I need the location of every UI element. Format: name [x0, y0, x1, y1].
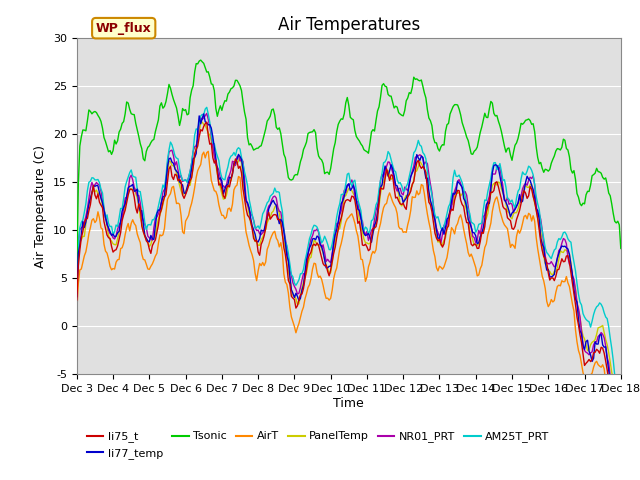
- Title: Air Temperatures: Air Temperatures: [278, 16, 420, 34]
- Y-axis label: Air Temperature (C): Air Temperature (C): [35, 145, 47, 268]
- X-axis label: Time: Time: [333, 397, 364, 410]
- Text: WP_flux: WP_flux: [96, 22, 152, 35]
- Legend: li75_t, li77_temp, Tsonic, AirT, PanelTemp, NR01_PRT, AM25T_PRT: li75_t, li77_temp, Tsonic, AirT, PanelTe…: [83, 427, 554, 463]
